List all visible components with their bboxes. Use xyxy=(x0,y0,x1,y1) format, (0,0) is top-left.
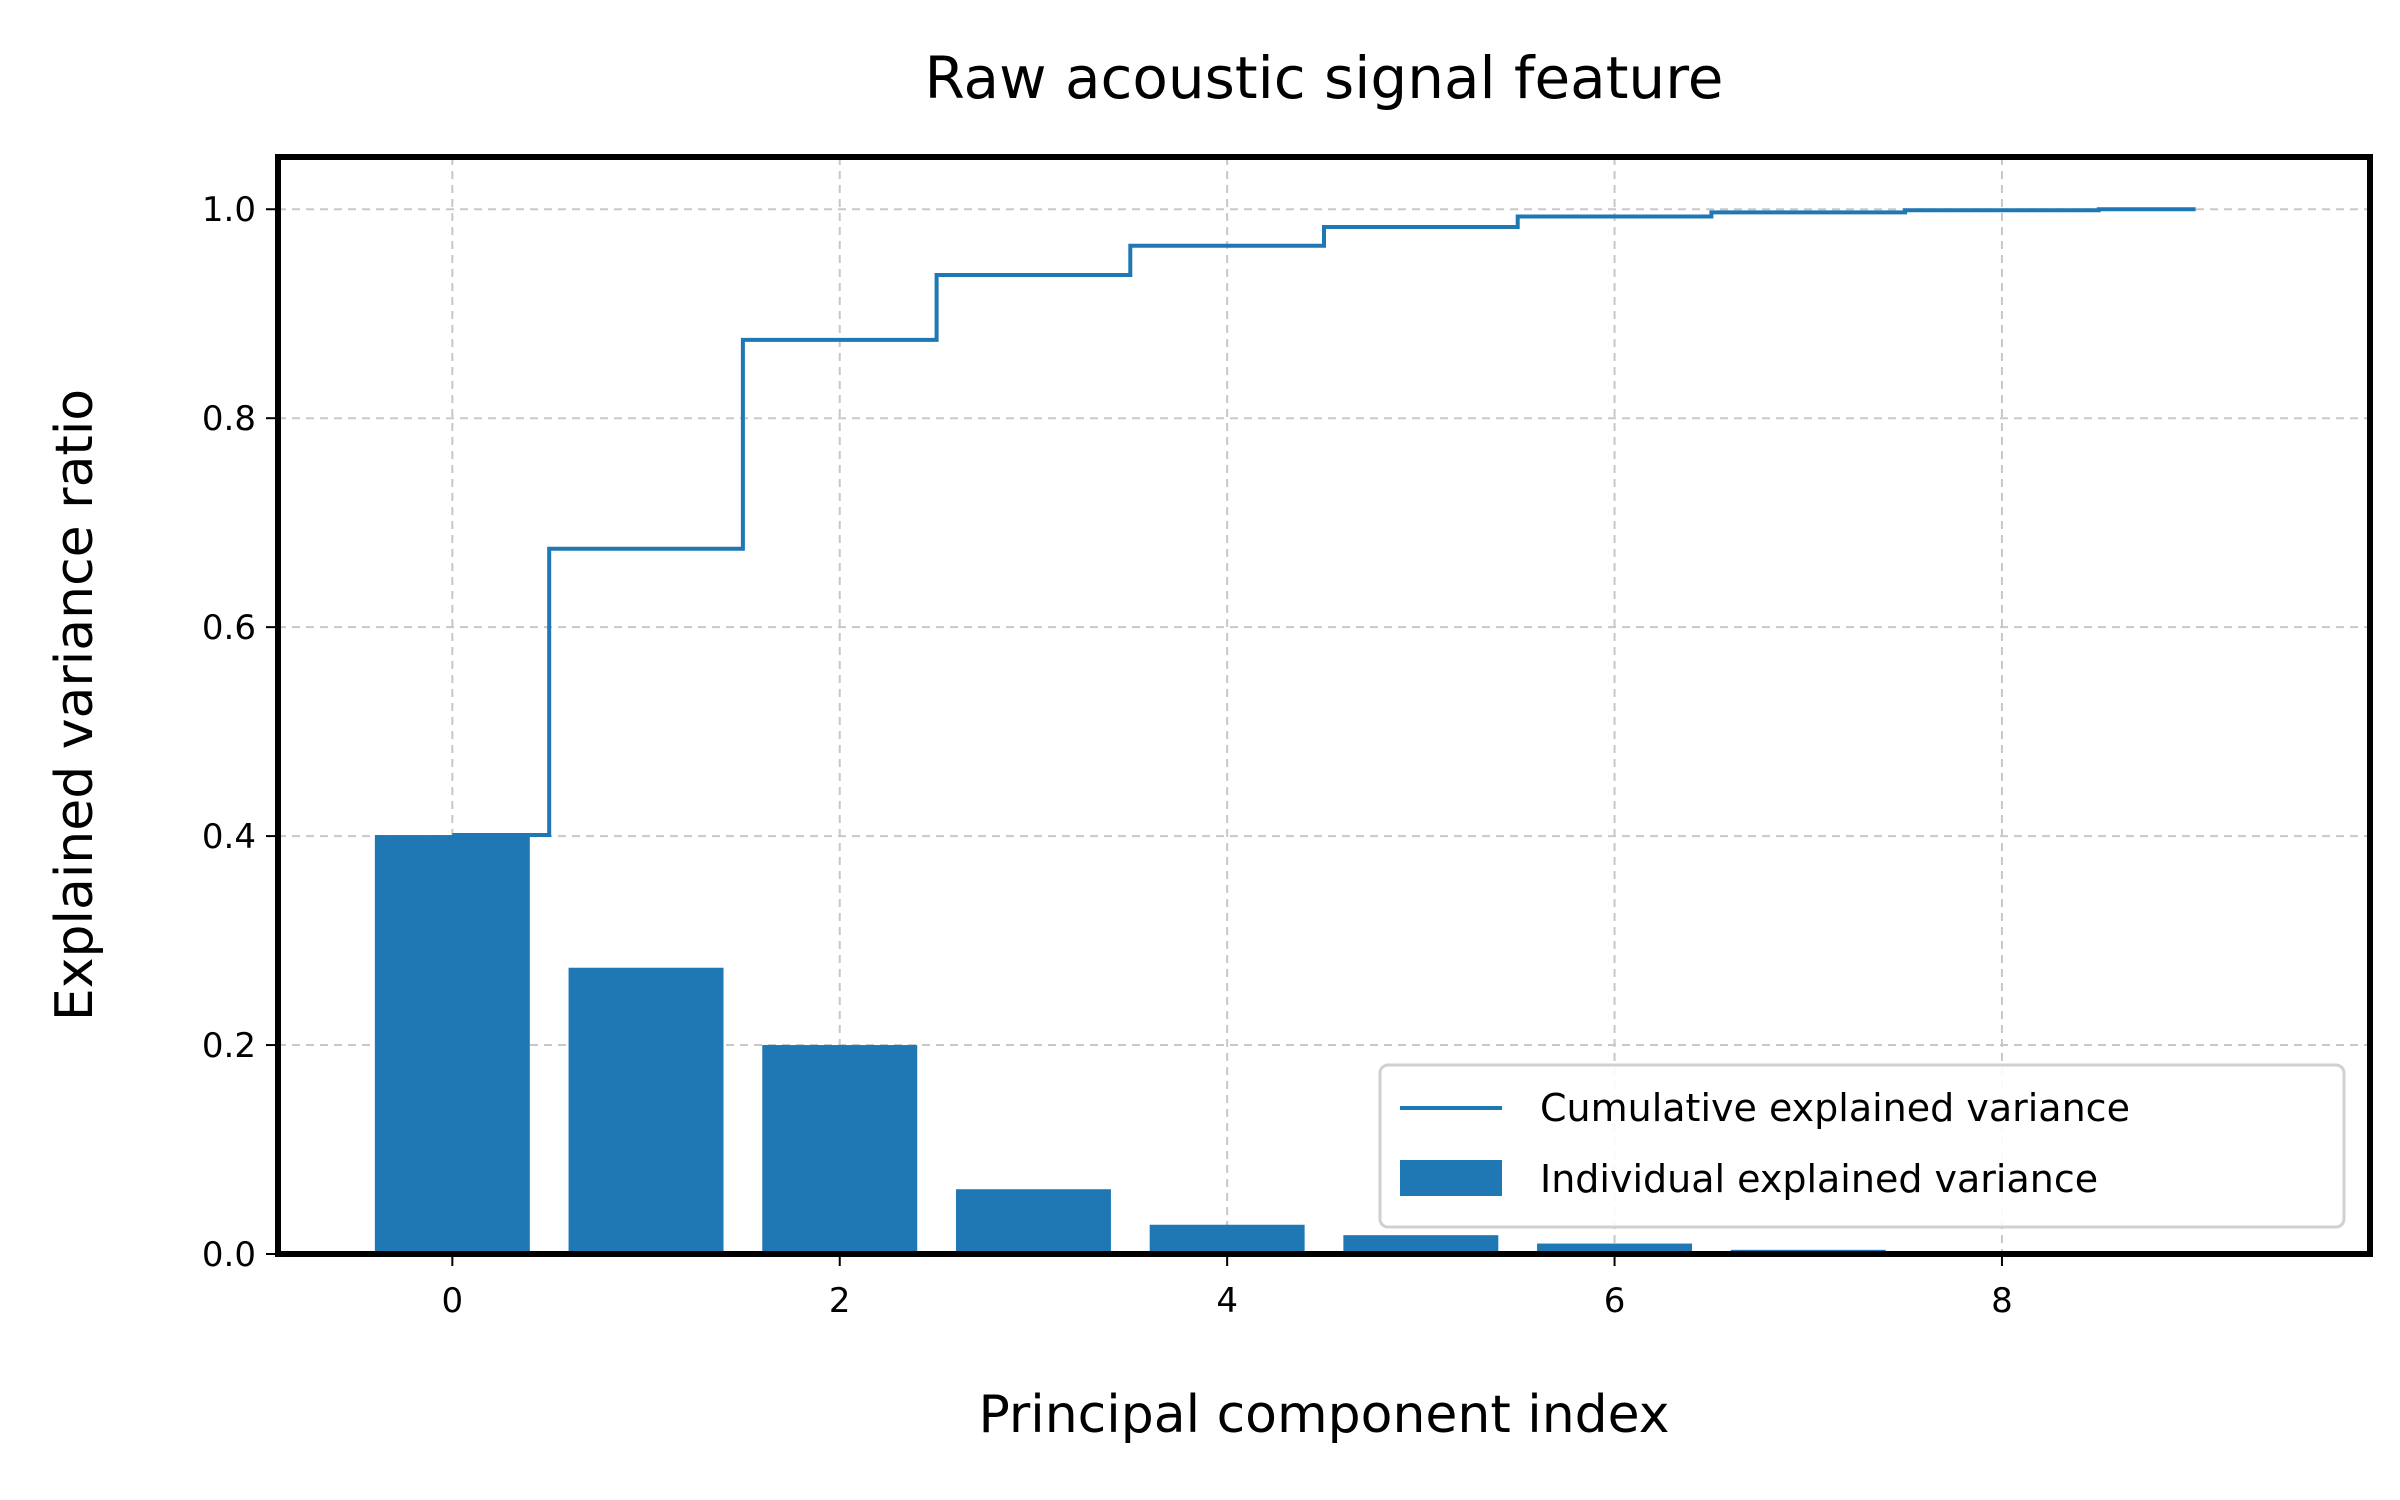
y-tick-label: 0.2 xyxy=(202,1026,256,1066)
plot-frame xyxy=(275,154,2373,1257)
x-tick-label: 8 xyxy=(1991,1281,2013,1321)
y-tick-label: 0.6 xyxy=(202,608,256,648)
y-tick-label: 0.8 xyxy=(202,399,256,439)
chart-title: Raw acoustic signal feature xyxy=(925,44,1724,112)
cumulative-step-line xyxy=(452,207,2196,838)
legend-label-cumulative: Cumulative explained variance xyxy=(1540,1086,2130,1130)
bar xyxy=(762,1045,918,1254)
bars xyxy=(374,835,2274,1254)
bar xyxy=(1537,1243,1693,1254)
y-tick-label: 0.0 xyxy=(202,1235,256,1275)
x-tick-label: 0 xyxy=(442,1281,464,1321)
legend: Cumulative explained variance Individual… xyxy=(1378,1063,2346,1229)
x-axis-ticks: 0 2 4 6 8 xyxy=(442,1254,2013,1321)
x-tick-label: 2 xyxy=(829,1281,851,1321)
x-tick-label: 4 xyxy=(1216,1281,1238,1321)
bar xyxy=(374,835,530,1254)
x-tick-label: 6 xyxy=(1604,1281,1626,1321)
legend-box xyxy=(1378,1063,2346,1229)
y-axis-label: Explained variance ratio xyxy=(45,389,105,1021)
legend-bar-swatch xyxy=(1400,1160,1502,1196)
bar xyxy=(955,1189,1111,1254)
x-axis-label: Principal component index xyxy=(978,1385,1669,1445)
bar xyxy=(1343,1235,1499,1254)
legend-label-individual: Individual explained variance xyxy=(1540,1157,2098,1201)
y-tick-label: 0.4 xyxy=(202,817,256,857)
y-tick-label: 1.0 xyxy=(202,190,256,230)
cumulative-line-layer xyxy=(452,207,2196,838)
bar xyxy=(1149,1224,1305,1254)
bar xyxy=(568,967,724,1254)
y-axis-ticks: 0.0 0.2 0.4 0.6 0.8 1.0 xyxy=(202,190,278,1275)
